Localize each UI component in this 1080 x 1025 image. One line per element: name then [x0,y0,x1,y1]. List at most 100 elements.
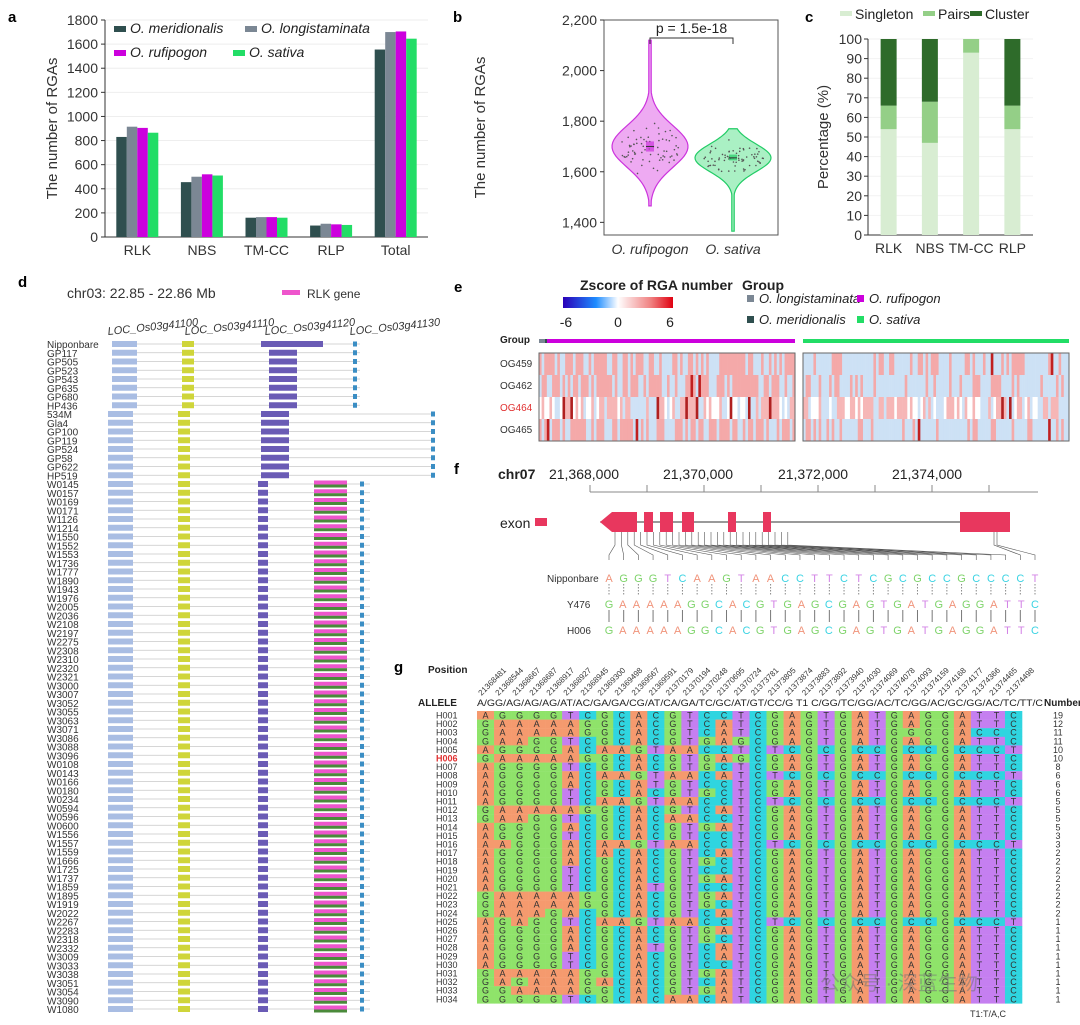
base-cell [596,805,614,815]
gene-block [258,944,268,951]
rlk-block [314,743,347,747]
base-cell [834,977,852,987]
base-cell [596,814,614,823]
heatmap-cell [596,353,600,375]
gene-block [178,743,190,750]
base-cell [698,711,716,720]
base-cell [511,977,529,987]
base-letter: T [738,960,744,970]
base-letter: A [959,719,965,729]
gene-block [360,989,364,994]
heatmap-cell [1042,375,1046,397]
base-cell [545,934,563,944]
base: G [811,625,820,637]
heatmap-cell [680,397,683,419]
base-letter: G [925,943,932,953]
base-letter: C [704,805,711,815]
base-letter: G [772,762,779,772]
base-letter: G [840,865,847,875]
base-cell [987,934,1006,944]
base-cell [528,934,546,944]
rlk-block [314,638,347,642]
heatmap-cell [745,397,749,419]
base-letter: A [500,977,506,987]
base-letter: C [755,711,762,721]
gene-block [360,857,364,863]
base-cell [766,711,784,720]
heatmap-cell [993,353,997,375]
heatmap-cell [614,419,618,441]
rlk-block-alt [314,834,347,838]
heatmap-cell [779,375,783,397]
base-letter: A [483,745,489,755]
base-letter: C [874,745,881,755]
base-cell [885,822,904,832]
heatmap-cell [617,419,621,441]
base-letter: A [857,943,863,953]
base-cell [698,805,716,815]
heatmap-cell [719,419,723,441]
heatmap-cell [716,353,720,375]
base-cell [936,969,955,978]
base-cell [732,977,750,987]
base-letter: G [840,779,847,789]
base-letter: T [738,865,744,875]
base-cell [647,891,665,901]
data-point [755,164,757,167]
base-cell [613,762,631,772]
base-letter: G [806,771,813,781]
heatmap-cell [980,419,984,441]
base-letter: G [550,917,557,927]
base-letter: G [533,865,540,875]
base-letter: G [584,977,591,987]
base-letter: C [755,831,762,841]
data-point [653,122,656,125]
base-letter: G [806,969,813,979]
base-cell [494,719,512,729]
base-cell [817,986,835,995]
base-cell [953,762,972,772]
base-letter: A [602,917,608,927]
colorbar-title: Zscore of RGA number [580,277,733,293]
base-letter: A [857,822,863,832]
base-letter: C [755,943,762,953]
base-letter: A [908,848,914,858]
rlk-block-alt [314,537,347,540]
base-letter: G [942,771,949,781]
base-cell [953,822,972,832]
base-cell [953,891,972,901]
base-cell [528,788,546,798]
legend-label: O. meridionalis [130,20,223,36]
data-point [656,146,659,149]
base-cell [868,848,887,858]
base-cell [936,779,955,789]
base-letter: T [823,986,829,996]
base-cell [732,951,750,961]
base-letter: A [636,736,642,746]
base-letter: A [857,891,863,901]
legend-swatch [840,11,852,16]
base-letter: T [977,969,983,979]
base-letter: A [568,745,574,755]
heatmap-cell [810,419,814,441]
base-cell [783,762,801,772]
base-letter: G [635,771,642,781]
base-cell [681,969,699,978]
gene-block [178,813,190,820]
base-letter: A [500,969,506,979]
base-cell [664,857,682,866]
base-letter: G [772,994,779,1004]
base-letter: C [789,771,796,781]
heatmap-cell [975,375,979,397]
heatmap-cell [928,397,932,419]
bar [245,217,256,237]
base-cell [562,994,580,1004]
heatmap-cell [1027,397,1031,419]
y-tick-label: 800 [75,133,99,149]
base-letter: G [840,771,847,781]
heatmap-cell [617,353,621,375]
base-cell [851,934,870,944]
base-cell [800,762,818,772]
heatmap-cell [766,419,770,441]
base-cell [987,814,1006,823]
